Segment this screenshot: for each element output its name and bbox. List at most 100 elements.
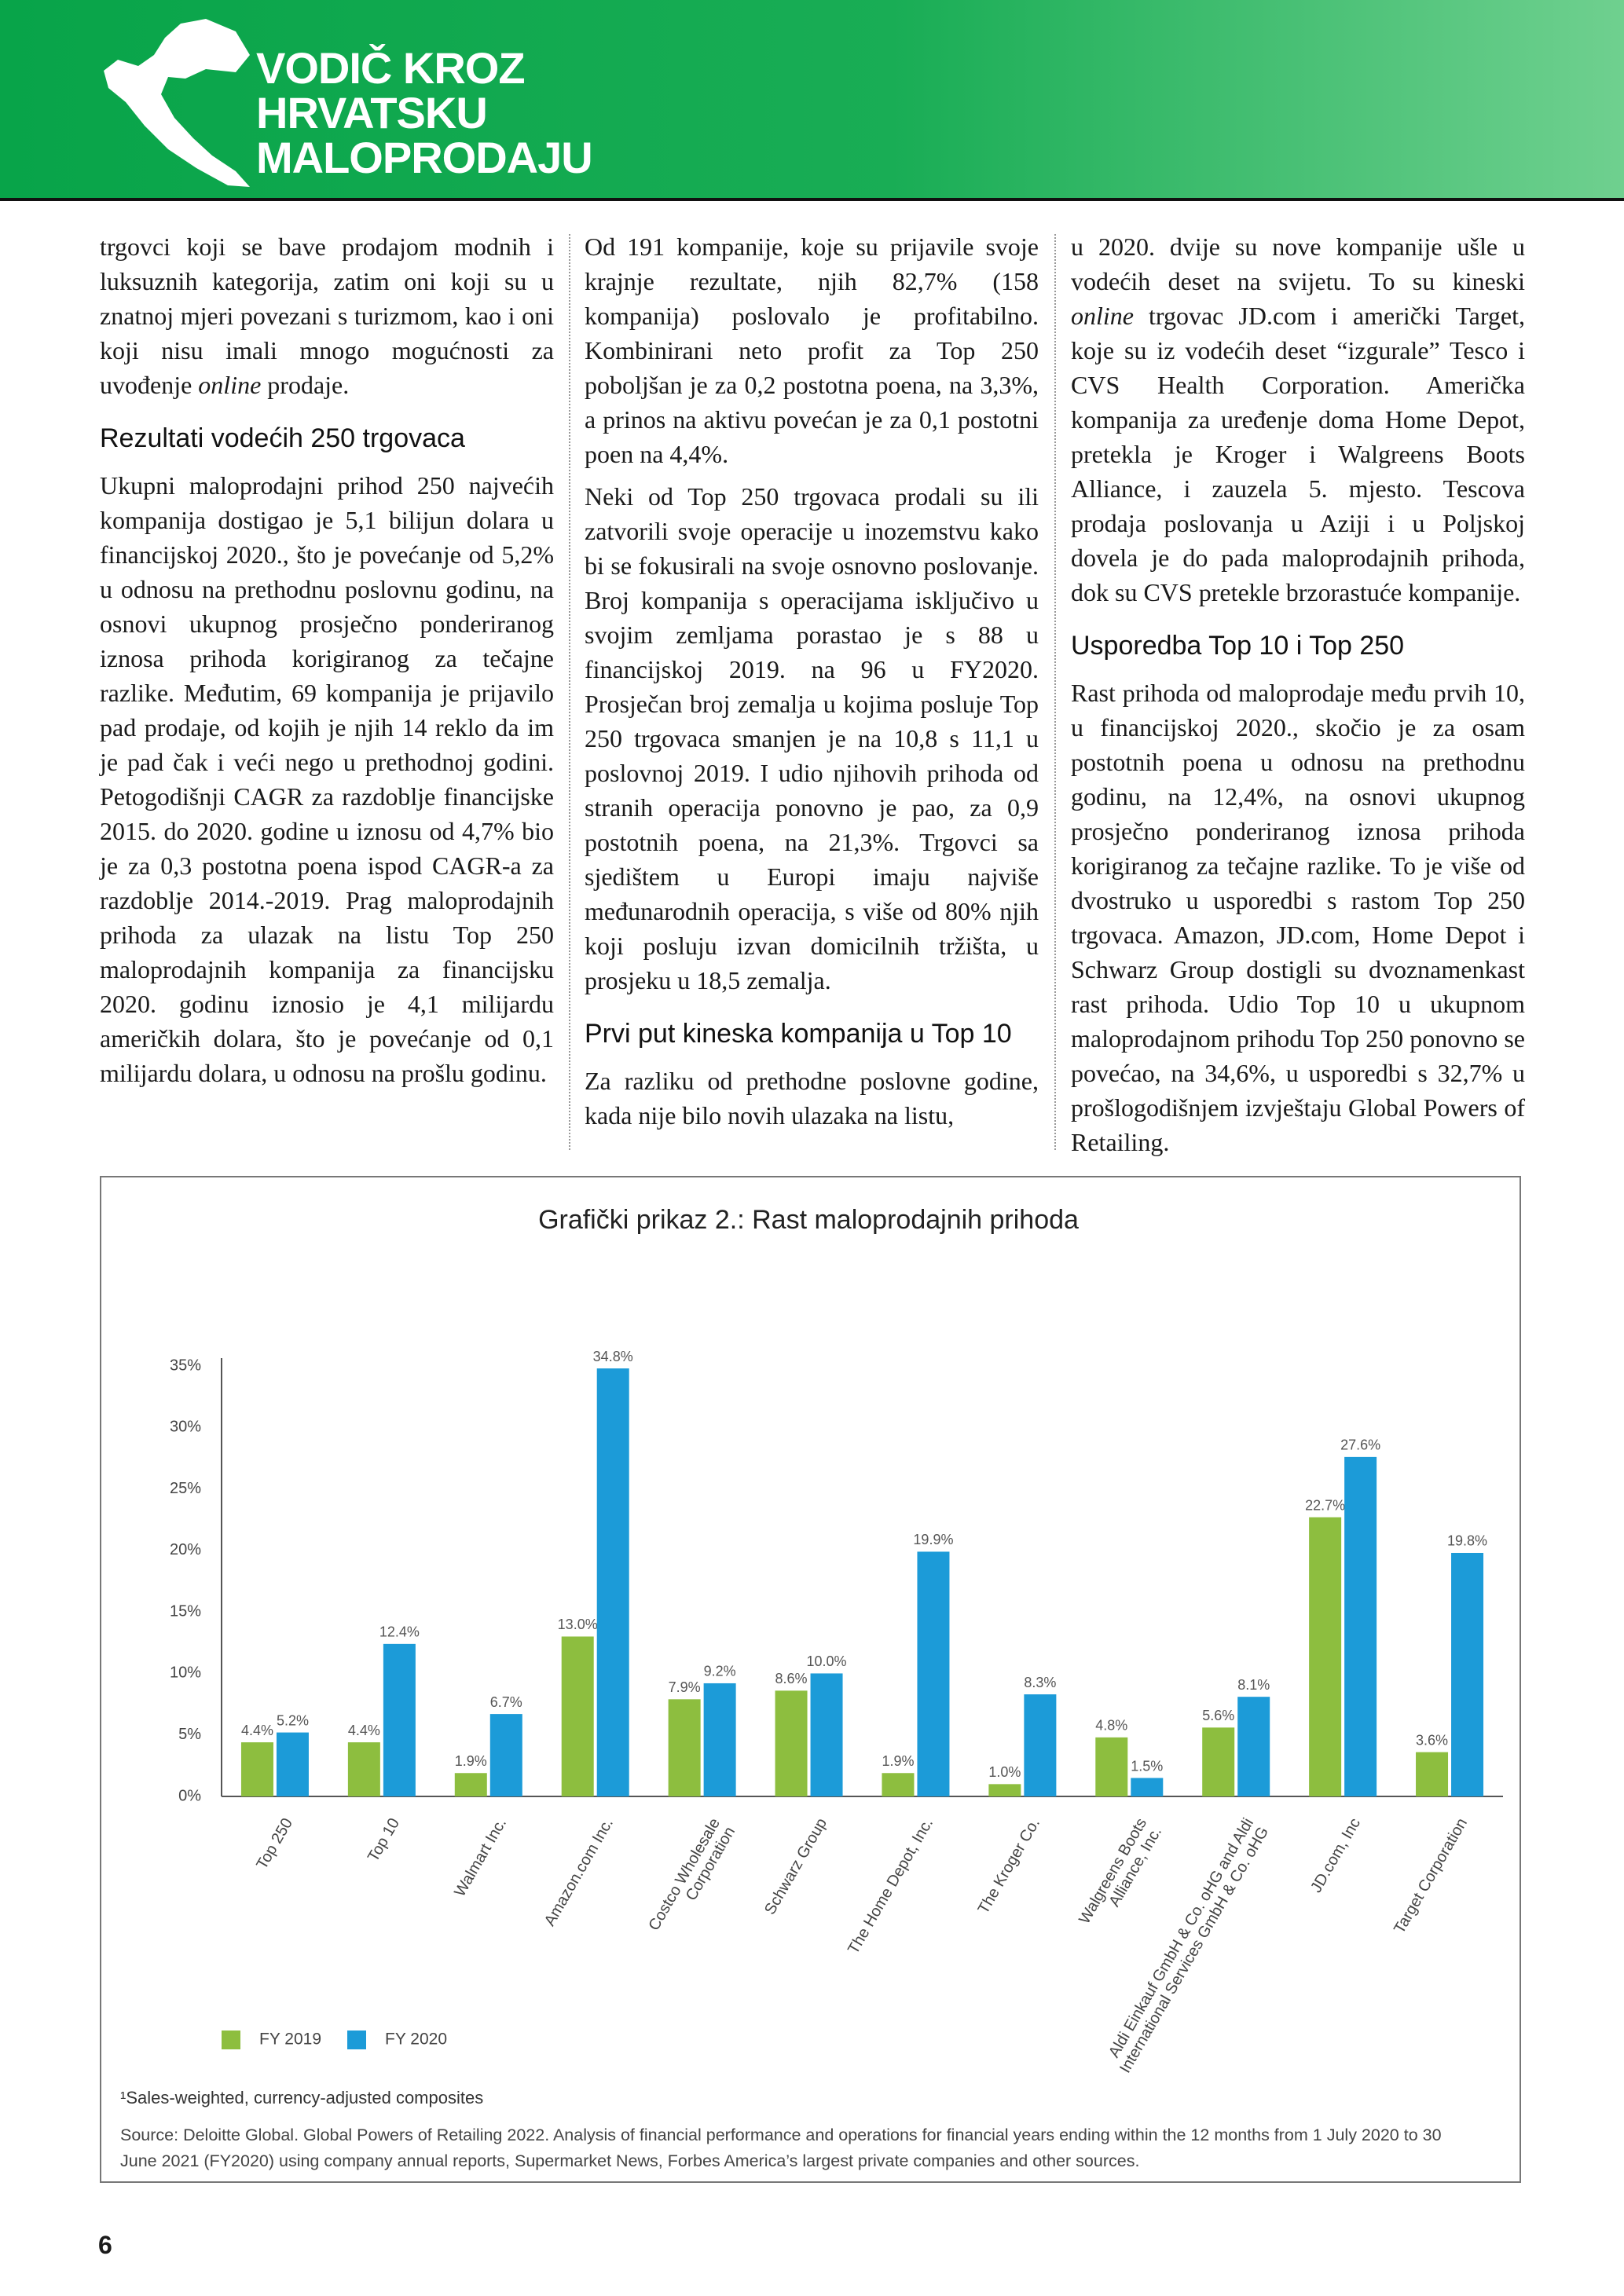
value-label: 1.9% [882,1753,914,1769]
value-label: 8.3% [1024,1675,1056,1690]
value-label: 4.4% [241,1723,273,1738]
paragraph: Rast prihoda od maloprodaje među prvih 1… [1071,676,1525,1159]
column-divider [1054,234,1056,1150]
paragraph: Za razliku od prethodne poslovne godine,… [585,1064,1039,1133]
text-run: Neki od Top 250 trgovaca prodali su ili … [585,482,1039,994]
bar [240,1742,273,1796]
source-note: Source: Deloitte Global. Global Powers o… [120,2126,1442,2170]
value-label: 8.6% [775,1671,808,1686]
y-tick-label: 25% [170,1480,201,1497]
value-label: 12.4% [379,1624,420,1640]
y-tick-label: 30% [170,1419,201,1436]
value-label: 27.6% [1340,1437,1380,1453]
text-column: trgovci koji se bave prodajom modnih i l… [100,229,554,1098]
value-label: 8.1% [1237,1677,1270,1693]
page-number: 6 [98,2231,112,2259]
legend-swatch [222,2031,240,2049]
y-tick-label: 5% [178,1726,201,1743]
bar [917,1551,950,1796]
value-label: 5.6% [1202,1708,1234,1723]
text-run: Ukupni maloprodajni prihod 250 najvećih … [100,471,554,1087]
legend-swatch [347,2031,366,2049]
bar [1202,1727,1235,1796]
bar [454,1773,487,1796]
bar [1451,1552,1484,1796]
bar [489,1714,522,1796]
text-run: trgovac JD.com i američki Target, koje s… [1071,302,1525,606]
bar [703,1683,736,1796]
bar [1309,1517,1342,1796]
text-run: Za razliku od prethodne poslovne godine,… [585,1067,1039,1130]
section-heading: Rezultati vodećih 250 trgovaca [100,423,465,453]
text-run: Od 191 kompanije, koje su prijavile svoj… [585,233,1039,468]
bar [1131,1778,1164,1796]
value-label: 5.2% [277,1712,309,1728]
value-label: 1.5% [1131,1758,1163,1774]
title-line: VODIČ KROZ [256,43,526,93]
bar [775,1690,808,1796]
paragraph: Neki od Top 250 trgovaca prodali su ili … [585,479,1039,998]
footnote: ¹Sales-weighted, currency-adjusted compo… [120,2088,484,2107]
value-label: 19.9% [913,1532,953,1547]
bar [1237,1697,1270,1796]
value-label: 1.0% [988,1764,1021,1780]
bar [596,1368,629,1796]
value-label: 13.0% [558,1617,598,1632]
italic-text: online [198,371,262,399]
bar [347,1742,380,1796]
text-run: u 2020. dvije su nove kompanije ušle u v… [1071,233,1525,295]
y-tick-label: 0% [178,1787,201,1804]
value-label: 9.2% [704,1664,736,1679]
bar [1416,1752,1449,1796]
bar [810,1673,843,1796]
bar [1095,1737,1128,1796]
title-line: HRVATSKU [256,88,488,137]
y-tick-label: 20% [170,1541,201,1558]
chart: Grafički prikaz 2.: Rast maloprodajnih p… [170,1205,1503,2049]
value-label: 22.7% [1305,1497,1345,1513]
y-tick-label: 10% [170,1664,201,1682]
value-label: 1.9% [455,1753,487,1769]
value-label: 4.8% [1095,1718,1127,1734]
value-label: 34.8% [593,1349,633,1364]
value-label: 19.8% [1447,1533,1487,1549]
title-line: MALOPRODAJU [256,133,593,182]
croatia-map-icon [104,19,250,187]
bar [276,1732,309,1796]
bar [882,1773,915,1796]
bar [1024,1694,1057,1796]
section-heading: Prvi put kineska kompanija u Top 10 [585,1019,1012,1049]
bar [561,1636,594,1796]
paragraph: Ukupni maloprodajni prihod 250 najvećih … [100,468,554,1090]
text-run: Rast prihoda od maloprodaje među prvih 1… [1071,679,1525,1156]
value-label: 4.4% [348,1723,380,1738]
chart-title: Grafički prikaz 2.: Rast maloprodajnih p… [538,1205,1079,1235]
paragraph: u 2020. dvije su nove kompanije ušle u v… [1071,229,1525,610]
chart-box: Grafički prikaz 2.: Rast maloprodajnih p… [100,1176,1521,2183]
bar [988,1784,1021,1796]
text-column: u 2020. dvije su nove kompanije ušle u v… [1071,229,1525,1167]
legend-label: FY 2020 [385,2031,447,2049]
text-run: trgovci koji se bave prodajom modnih i l… [100,233,554,399]
y-tick-label: 15% [170,1602,201,1620]
text-run: prodaje. [261,371,350,399]
column-divider [569,234,570,1150]
header-title: VODIČ KROZ HRVATSKU MALOPRODAJU [256,43,593,182]
value-label: 10.0% [807,1653,847,1669]
y-tick-label: 35% [170,1357,201,1374]
text-column: Od 191 kompanije, koje su prijavile svoj… [585,229,1039,1141]
paragraph: Od 191 kompanije, koje su prijavile svoj… [585,229,1039,471]
bar [383,1643,416,1796]
bar [1344,1456,1377,1796]
value-label: 6.7% [490,1694,522,1710]
header-band: VODIČ KROZ HRVATSKU MALOPRODAJU [0,0,1624,201]
legend-label: FY 2019 [259,2031,321,2049]
italic-text: online [1071,302,1134,330]
map-shape [104,19,250,187]
bar [668,1699,701,1796]
value-label: 7.9% [669,1679,701,1695]
value-label: 3.6% [1416,1732,1448,1748]
paragraph: trgovci koji se bave prodajom modnih i l… [100,229,554,402]
section-heading: Usporedba Top 10 i Top 250 [1071,631,1405,661]
